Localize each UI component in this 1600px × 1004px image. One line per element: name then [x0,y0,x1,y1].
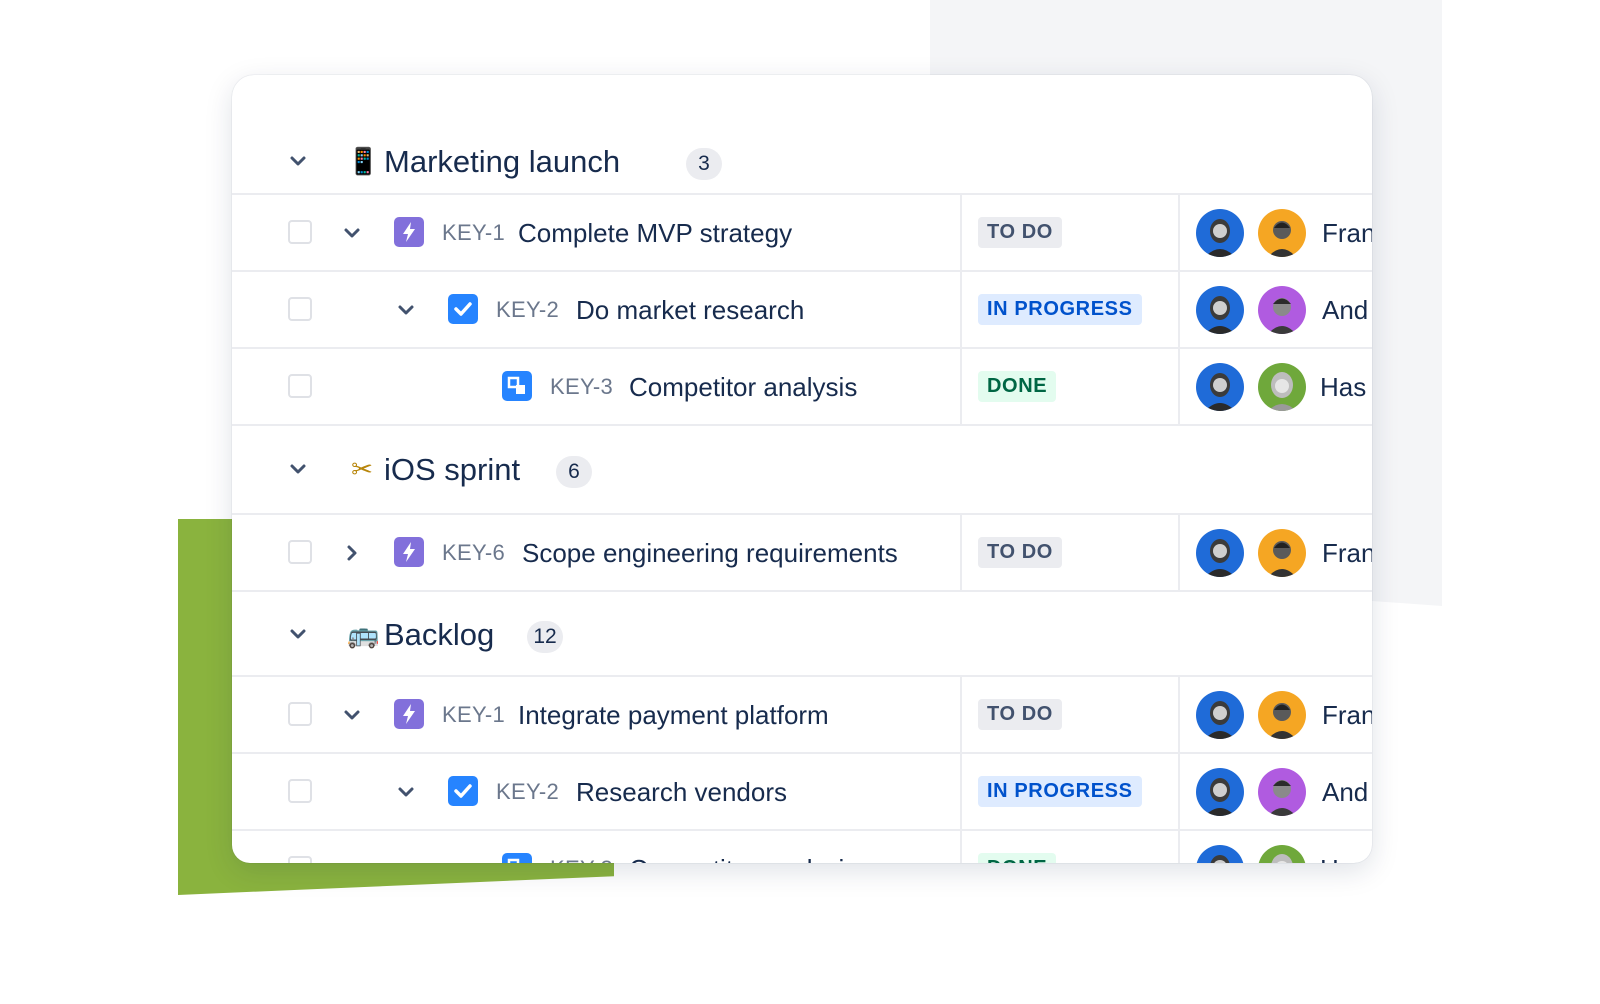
chevron-right-icon[interactable] [342,543,362,563]
issue-summary[interactable]: Competitor analysis [629,372,858,402]
chevron-down-icon[interactable] [396,300,416,320]
issue-key[interactable]: KEY-2 [496,297,560,322]
chevron-down-icon[interactable] [396,782,416,802]
assignee-name: Has [1320,372,1367,402]
assignee-name: And [1322,295,1369,325]
issue-summary[interactable]: Research vendors [576,777,787,807]
column-divider [1178,754,1180,829]
status-badge[interactable]: IN PROGRESS [978,776,1142,807]
chevron-down-icon[interactable] [342,223,362,243]
issue-row[interactable]: KEY-2 Research vendors IN PROGRESS And [232,752,1372,829]
group-title: Marketing launch [384,144,621,179]
avatar[interactable] [1258,529,1306,577]
issue-row[interactable]: KEY-3 Competitor analysis DONE Has [232,347,1372,426]
column-divider [1178,349,1180,424]
column-divider [1178,677,1180,752]
group-count-badge: 3 [686,148,722,180]
issue-summary[interactable]: Do market research [576,295,805,325]
subtask-icon [502,371,532,401]
group-title: Backlog [384,617,495,652]
row-checkbox[interactable] [288,374,312,398]
assignee-name: Fran [1322,218,1372,248]
mobile-phone-icon: 📱 [347,146,380,176]
assignee-name: Fran [1322,700,1372,730]
issue-key[interactable]: KEY-3 [550,374,614,399]
row-checkbox[interactable] [288,856,312,863]
status-badge[interactable]: IN PROGRESS [978,294,1142,325]
issue-key[interactable]: KEY-1 [442,702,506,727]
avatar[interactable] [1196,209,1244,257]
avatar[interactable] [1196,768,1244,816]
status-badge[interactable]: TO DO [978,217,1062,248]
column-divider [1178,515,1180,590]
row-checkbox[interactable] [288,220,312,244]
column-divider [1178,272,1180,347]
column-divider [960,754,962,829]
chevron-down-icon[interactable] [288,459,308,479]
subtask-icon [502,853,532,863]
row-checkbox[interactable] [288,702,312,726]
column-divider [960,349,962,424]
issue-row[interactable]: KEY-3 Competitor analysis DONE Has [232,829,1372,863]
status-badge[interactable]: DONE [978,371,1057,402]
avatar[interactable] [1196,691,1244,739]
group-title: iOS sprint [384,452,521,487]
issue-summary[interactable]: Complete MVP strategy [518,218,793,248]
epic-lightning-icon [394,537,424,567]
group-count-badge: 6 [556,456,592,488]
issue-key[interactable]: KEY-1 [442,220,506,245]
issue-summary[interactable]: Scope engineering requirements [522,538,898,568]
column-divider [960,831,962,863]
epic-lightning-icon [394,217,424,247]
group-header-ios-sprint: ✂ iOS sprint 6 [232,427,1372,513]
avatar[interactable] [1196,363,1244,411]
chevron-down-icon[interactable] [288,624,308,644]
row-checkbox[interactable] [288,779,312,803]
status-badge[interactable]: TO DO [978,699,1062,730]
task-check-icon [448,294,478,324]
column-divider [960,515,962,590]
chevron-down-icon[interactable] [288,151,308,171]
issue-key[interactable]: KEY-3 [550,854,613,863]
avatar[interactable] [1258,845,1306,863]
epic-lightning-icon [394,699,424,729]
avatar[interactable] [1196,845,1244,863]
status-badge[interactable]: DONE [978,853,1057,863]
group-header-backlog: 🚌 Backlog 12 [232,592,1372,678]
issue-list-card: 📱 Marketing launch 3 KEY-1 Complete MVP … [232,75,1372,863]
avatar[interactable] [1258,363,1306,411]
column-divider [960,195,962,270]
issue-row[interactable]: KEY-6 Scope engineering requirements TO … [232,513,1372,592]
assignee-name: Has [1320,852,1366,863]
avatar[interactable] [1258,691,1306,739]
assignee-name: Fran [1322,538,1372,568]
column-divider [960,677,962,752]
column-divider [1178,195,1180,270]
issue-summary[interactable]: Competitor analysis [629,852,857,863]
avatar[interactable] [1258,209,1306,257]
scissors-icon: ✂ [351,454,373,484]
issue-summary[interactable]: Integrate payment platform [518,700,829,730]
bus-icon: 🚌 [347,619,380,649]
avatar[interactable] [1258,768,1306,816]
group-count-badge: 12 [527,621,563,653]
avatar[interactable] [1196,286,1244,334]
issue-row[interactable]: KEY-2 Do market research IN PROGRESS And [232,270,1372,347]
row-checkbox[interactable] [288,297,312,321]
issue-key[interactable]: KEY-2 [496,779,560,804]
issue-row[interactable]: KEY-1 Integrate payment platform TO DO F… [232,675,1372,752]
avatar[interactable] [1258,286,1306,334]
column-divider [1178,831,1180,863]
row-checkbox[interactable] [288,540,312,564]
column-divider [960,272,962,347]
avatar[interactable] [1196,529,1244,577]
assignee-name: And [1322,777,1369,807]
group-header-marketing-launch: 📱 Marketing launch 3 [232,119,1372,205]
issue-row[interactable]: KEY-1 Complete MVP strategy TO DO Fran [232,193,1372,270]
chevron-down-icon[interactable] [342,705,362,725]
issue-key[interactable]: KEY-6 [442,540,506,565]
status-badge[interactable]: TO DO [978,537,1062,568]
task-check-icon [448,776,478,806]
